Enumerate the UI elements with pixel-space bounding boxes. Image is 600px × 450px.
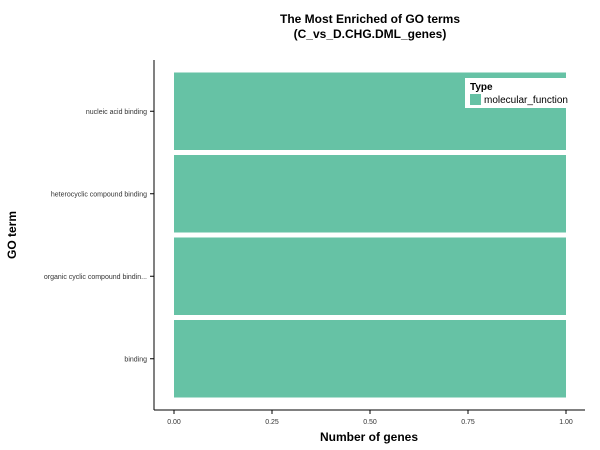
x-tick-label-4: 1.00: [559, 419, 573, 426]
chart-title-line-1: The Most Enriched of GO terms: [280, 12, 460, 26]
y-tick-label-binding: binding: [124, 356, 147, 363]
legend-swatch: [470, 94, 481, 105]
x-tick-label-1: 0.25: [265, 419, 279, 426]
x-ticks-layer: 0.00 0.25 0.50 0.75 1.00: [167, 410, 573, 426]
y-ticks-layer: nucleic acid binding heterocyclic compoun…: [44, 109, 154, 363]
y-tick-label-heterocyclic-compound-binding: heterocyclic compound binding: [51, 191, 147, 198]
bar-organic-cyclic-compound-bindin: [174, 237, 566, 315]
legend-label-molecular-function: molecular_function: [484, 95, 568, 106]
legend-title: Type: [470, 82, 493, 93]
y-axis-title: GO term: [5, 211, 19, 259]
x-axis-title: Number of genes: [320, 430, 418, 444]
chart-title-line-2: (C_vs_D.CHG.DML_genes): [294, 27, 447, 41]
x-tick-label-2: 0.50: [363, 419, 377, 426]
y-tick-label-nucleic-acid-binding: nucleic acid binding: [86, 109, 147, 116]
x-tick-label-0: 0.00: [167, 419, 181, 426]
bar-binding: [174, 320, 566, 398]
bar-heterocyclic-compound-binding: [174, 155, 566, 233]
legend-background: [465, 78, 577, 108]
legend: Type molecular_function: [465, 78, 577, 108]
x-tick-label-3: 0.75: [461, 419, 475, 426]
y-tick-label-organic-cyclic-compound-bindin: organic cyclic compound bindin...: [44, 274, 147, 281]
bars-layer: [174, 72, 566, 398]
